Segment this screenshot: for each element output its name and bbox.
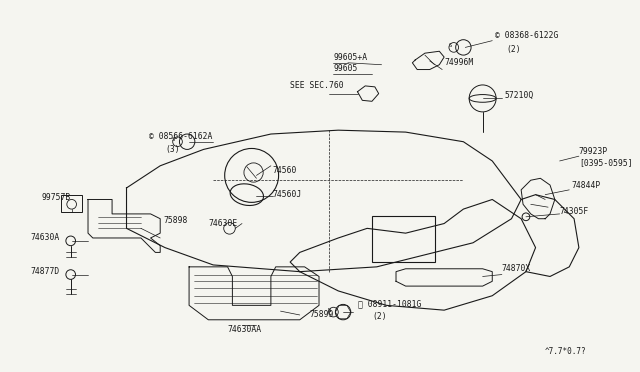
Text: 74877D: 74877D — [30, 267, 60, 276]
Text: Ⓝ 08911-1081G: Ⓝ 08911-1081G — [358, 299, 421, 308]
Bar — [61, 195, 82, 212]
Text: 99605: 99605 — [333, 64, 358, 73]
Text: 99605+A: 99605+A — [333, 52, 367, 61]
Text: S: S — [448, 43, 452, 48]
Text: 75898: 75898 — [163, 216, 188, 225]
Text: 74305F: 74305F — [559, 206, 589, 215]
Text: 79923P: 79923P — [579, 147, 608, 156]
Text: ^7.7*0.7?: ^7.7*0.7? — [545, 347, 587, 356]
Text: 75899: 75899 — [309, 311, 334, 320]
Text: © 08566-6162A: © 08566-6162A — [148, 132, 212, 141]
Text: 74844P: 74844P — [571, 180, 600, 190]
Text: 74630E: 74630E — [209, 219, 237, 228]
Text: 57210Q: 57210Q — [505, 91, 534, 100]
Text: 74996M: 74996M — [444, 58, 474, 67]
Text: 74630AA: 74630AA — [228, 325, 262, 334]
Text: S: S — [172, 137, 175, 142]
Text: N: N — [328, 308, 332, 312]
Bar — [372, 216, 435, 262]
Text: 74870X: 74870X — [502, 264, 531, 273]
Text: 99757B: 99757B — [42, 193, 71, 202]
Text: 74560J: 74560J — [273, 190, 302, 199]
Text: (3): (3) — [165, 145, 180, 154]
Text: 74630A: 74630A — [30, 234, 60, 243]
Text: SEE SEC.760: SEE SEC.760 — [290, 81, 344, 90]
Text: (2): (2) — [507, 45, 522, 54]
Text: 74560: 74560 — [273, 166, 297, 175]
Text: [0395-0595]: [0395-0595] — [579, 158, 632, 167]
Text: © 08368-6122G: © 08368-6122G — [495, 31, 559, 40]
Text: (2): (2) — [372, 312, 387, 321]
